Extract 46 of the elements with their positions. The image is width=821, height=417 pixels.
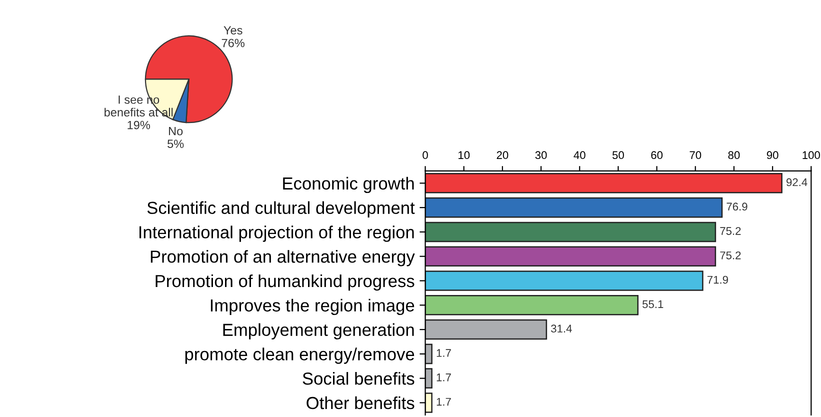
- bar: [425, 392, 432, 413]
- bar: [425, 319, 548, 340]
- y-tick-label: Other benefits: [306, 396, 414, 410]
- bar: [425, 173, 782, 194]
- x-tick-label: 90: [766, 151, 778, 160]
- y-tick-label: Scientific and cultural development: [147, 201, 415, 218]
- x-tick-label: 60: [651, 151, 663, 160]
- y-tick-label: Economic growth: [283, 176, 414, 194]
- bar: [425, 344, 432, 364]
- x-tick-label: 100: [802, 151, 820, 160]
- x-tick-label: 50: [612, 151, 624, 160]
- bar: [425, 246, 716, 266]
- data-label: 76%: [222, 38, 244, 48]
- data-label: 31.4: [551, 324, 572, 333]
- y-tick-label: Employement generation: [223, 323, 414, 340]
- y-tick-label: Social benefits: [302, 372, 414, 385]
- x-tick-label: 30: [535, 151, 547, 160]
- slice-label: No: [169, 127, 183, 136]
- y-tick-label: promote clean energy/remove: [185, 348, 414, 364]
- data-label: 76.9: [726, 202, 748, 211]
- data-label: 92.4: [786, 178, 808, 186]
- y-tick-label: Promotion of an alternative energy: [150, 250, 415, 266]
- bar: [425, 222, 716, 242]
- bar: [425, 295, 639, 316]
- data-label: 75.2: [720, 227, 741, 235]
- data-label: 1.7: [436, 398, 451, 406]
- x-tick-label: 70: [690, 151, 702, 160]
- y-tick-label: Improves the region image: [210, 298, 414, 316]
- y-tick-label: International projection of the region: [139, 226, 414, 242]
- data-label: 1.7: [436, 349, 451, 357]
- x-tick-label: 0: [422, 151, 428, 160]
- data-label: 1.7: [436, 374, 451, 382]
- x-tick-label: 10: [458, 151, 470, 160]
- data-label: 75.2: [720, 251, 741, 260]
- x-tick-label: 80: [728, 151, 740, 160]
- x-tick-label: 40: [574, 151, 586, 160]
- bar: [425, 270, 704, 291]
- bar: [425, 197, 723, 218]
- data-label: 55.1: [642, 300, 664, 308]
- x-tick-label: 20: [496, 151, 508, 160]
- data-label: 71.9: [707, 276, 728, 284]
- y-tick-label: Promotion of humankind progress: [156, 274, 414, 291]
- data-label: 19%: [128, 120, 150, 130]
- bar: [425, 368, 432, 388]
- slice-label: Yes: [224, 26, 242, 34]
- data-label: 5%: [168, 140, 184, 148]
